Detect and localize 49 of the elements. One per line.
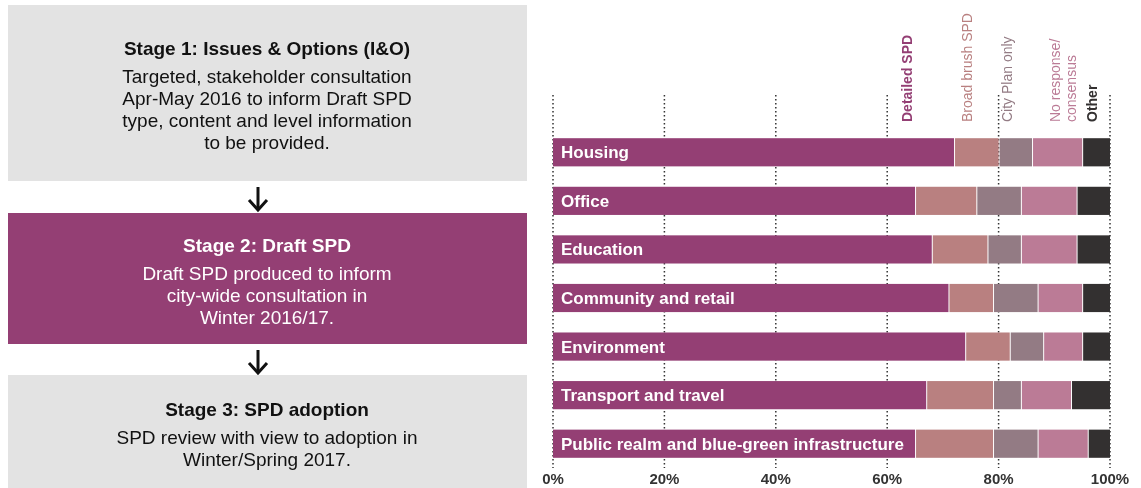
bar	[988, 235, 1021, 264]
bar	[955, 138, 999, 167]
bar	[994, 429, 1038, 458]
text: No response/ consensus	[1047, 38, 1079, 122]
bar	[916, 186, 977, 215]
text: Stage 3: SPD adoption	[165, 398, 369, 420]
x-tick-label: 60%	[872, 470, 903, 487]
x-tick-label: 20%	[649, 470, 680, 487]
x-tick-label: 40%	[760, 470, 791, 487]
bar	[553, 138, 955, 167]
text: City Plan only	[999, 36, 1015, 122]
bar	[966, 332, 1010, 361]
y-tick-label: Environment	[561, 337, 666, 357]
text: SPD review with view to adoption in Winter/Spring 2017.	[116, 426, 418, 470]
bar	[927, 381, 994, 410]
text: Draft SPD produced to inform city-wide consultation in Winter 2016/17.	[142, 262, 392, 328]
text: Broad brush SPD	[959, 13, 975, 122]
text: Targeted, stakeholder consultation Apr-May 2016 to inform Draft SPD type, content and level information to be provided.	[122, 66, 412, 153]
bar	[1038, 283, 1083, 313]
x-tick-label: 100%	[1090, 470, 1130, 487]
bar	[1021, 381, 1072, 410]
bar	[1038, 429, 1088, 458]
bar	[553, 235, 932, 264]
bar	[932, 235, 988, 264]
bar	[994, 283, 1038, 313]
bar	[553, 332, 966, 361]
y-tick-label: Housing	[561, 143, 629, 163]
bar	[977, 186, 1021, 215]
y-tick-label: Community and retail	[561, 289, 735, 308]
bar	[916, 429, 994, 458]
bar	[553, 186, 916, 215]
bar	[1010, 332, 1044, 361]
text: Stage 1: Issues & Options (I&O)	[123, 38, 411, 59]
x-tick-label: 80%	[983, 470, 1014, 487]
bar	[949, 283, 994, 313]
text: Detailed SPD	[899, 34, 915, 122]
y-tick-label: Transport and travel	[561, 386, 725, 406]
text: Stage 2: Draft SPD	[183, 234, 351, 256]
x-tick-label: 0%	[542, 470, 564, 487]
bar	[1033, 138, 1083, 167]
bar	[1021, 235, 1077, 264]
text: Other	[1084, 84, 1100, 122]
bar	[1044, 332, 1083, 361]
y-tick-label: Office	[561, 191, 610, 211]
y-tick-label: Education	[561, 240, 644, 260]
bar	[1021, 186, 1077, 215]
bar	[994, 381, 1021, 410]
y-tick-label: Public realm and blue-green infrastructure	[561, 434, 904, 454]
bar	[999, 138, 1033, 167]
